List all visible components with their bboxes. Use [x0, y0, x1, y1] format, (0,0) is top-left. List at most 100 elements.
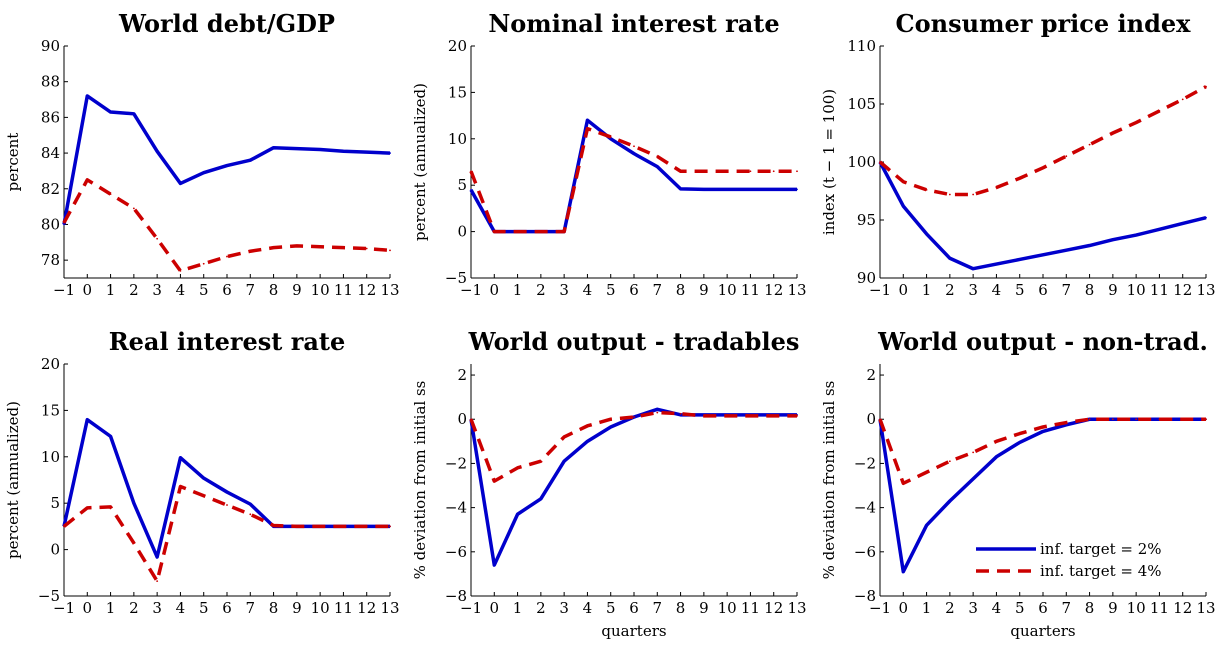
- y-axis-label: percent: [4, 133, 22, 192]
- data-point: [1158, 418, 1161, 421]
- y-tick-label: −6: [854, 543, 876, 561]
- data-point: [656, 165, 659, 168]
- chart-title: Real interest rate: [109, 327, 346, 356]
- data-point: [902, 205, 905, 207]
- x-tick-label: −1: [53, 281, 75, 299]
- x-tick-label: −1: [460, 599, 482, 617]
- y-tick-label: 5: [50, 494, 60, 512]
- x-tick-label: 3: [559, 281, 569, 299]
- data-point: [179, 485, 182, 488]
- data-point: [1158, 110, 1161, 112]
- data-point: [995, 440, 998, 443]
- y-tick-label: 2: [866, 366, 876, 384]
- y-tick-label: 0: [50, 541, 60, 559]
- x-tick-label: 11: [334, 599, 353, 617]
- y-axis-label: percent (annualized): [4, 401, 22, 559]
- chart-title: World debt/GDP: [118, 9, 335, 38]
- data-point: [633, 152, 635, 155]
- x-tick-label: 7: [1062, 281, 1072, 299]
- x-tick-label: 10: [1127, 281, 1146, 299]
- data-point: [226, 164, 228, 167]
- data-point: [1065, 421, 1068, 424]
- data-point: [972, 451, 975, 454]
- x-tick-label: 6: [222, 599, 232, 617]
- y-axis-label: % deviation from initial ss: [820, 381, 838, 580]
- data-point: [902, 482, 905, 485]
- x-tick-label: 12: [357, 599, 376, 617]
- data-point: [319, 148, 322, 151]
- data-point: [179, 269, 182, 272]
- data-point: [995, 263, 998, 265]
- y-tick-label: 10: [41, 448, 60, 466]
- x-tick-label: 8: [269, 599, 279, 617]
- x-tick-label: 3: [559, 599, 569, 617]
- data-point: [948, 460, 951, 463]
- data-point: [972, 477, 975, 480]
- x-tick-label: 12: [1173, 281, 1192, 299]
- x-tick-label: 2: [945, 281, 955, 299]
- data-point: [796, 170, 798, 173]
- x-tick-label: 8: [1085, 599, 1095, 617]
- data-point: [1018, 258, 1021, 261]
- y-tick-label: 0: [457, 410, 467, 428]
- x-tick-label: 10: [718, 599, 737, 617]
- data-point: [493, 230, 496, 233]
- data-point: [516, 513, 519, 516]
- x-tick-label: 0: [490, 281, 500, 299]
- data-point: [109, 111, 112, 113]
- y-tick-label: −6: [445, 543, 467, 561]
- x-tick-label: 9: [1108, 599, 1118, 617]
- data-point: [702, 170, 705, 173]
- x-tick-label: 10: [311, 281, 330, 299]
- y-tick-label: 90: [41, 37, 60, 55]
- data-point: [295, 147, 298, 150]
- y-tick-label: 20: [448, 37, 467, 55]
- x-tick-label: 7: [653, 281, 663, 299]
- data-point: [319, 245, 322, 248]
- x-tick-label: 4: [176, 281, 186, 299]
- data-point: [226, 504, 228, 506]
- x-tick-label: 10: [311, 599, 330, 617]
- data-point: [132, 542, 135, 545]
- data-point: [1018, 177, 1021, 180]
- x-tick-label: 8: [1085, 281, 1095, 299]
- series-line-inf-target-4: [62, 484, 390, 583]
- y-tick-label: 105: [847, 95, 876, 113]
- x-tick-label: 11: [741, 599, 760, 617]
- x-tick-label: 5: [1015, 599, 1025, 617]
- y-tick-label: −4: [445, 499, 467, 517]
- data-point: [749, 170, 752, 173]
- data-point: [679, 412, 682, 415]
- data-point: [586, 424, 589, 427]
- data-point: [656, 155, 659, 158]
- data-point: [319, 525, 322, 528]
- x-tick-label: 1: [106, 281, 116, 299]
- data-point: [272, 146, 275, 149]
- data-point: [563, 460, 566, 463]
- data-point: [342, 150, 345, 153]
- data-point: [726, 170, 729, 173]
- data-point: [633, 416, 635, 418]
- data-point: [202, 477, 205, 480]
- x-tick-label: 13: [1196, 281, 1215, 299]
- x-tick-label: 2: [129, 599, 139, 617]
- data-point: [389, 525, 391, 528]
- x-tick-label: 3: [968, 281, 978, 299]
- data-point: [972, 267, 975, 270]
- data-point: [156, 237, 159, 240]
- x-tick-label: 12: [1173, 599, 1192, 617]
- data-point: [609, 418, 612, 421]
- data-point: [63, 223, 65, 226]
- x-tick-label: 6: [629, 281, 639, 299]
- x-tick-label: 0: [899, 281, 909, 299]
- x-tick-label: 10: [1127, 599, 1146, 617]
- x-tick-label: 3: [152, 599, 162, 617]
- data-point: [1018, 432, 1021, 435]
- data-point: [226, 491, 228, 493]
- data-point: [879, 161, 881, 163]
- data-point: [132, 112, 135, 115]
- y-tick-label: 80: [41, 215, 60, 233]
- data-point: [1042, 253, 1044, 256]
